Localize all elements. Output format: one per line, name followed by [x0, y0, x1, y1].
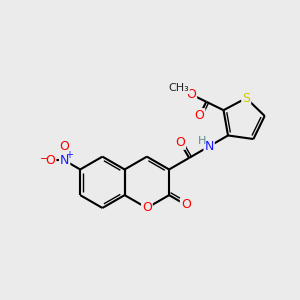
Text: O: O: [46, 154, 56, 167]
Text: N: N: [60, 154, 69, 167]
Text: O: O: [195, 109, 204, 122]
Text: +: +: [65, 150, 73, 160]
Text: N: N: [204, 140, 214, 153]
Text: H: H: [198, 136, 206, 146]
Text: O: O: [60, 140, 70, 153]
Text: O: O: [186, 88, 196, 101]
Text: S: S: [242, 92, 250, 105]
Text: O: O: [175, 136, 185, 149]
Text: O: O: [142, 202, 152, 214]
Text: −: −: [39, 154, 49, 164]
Text: O: O: [181, 198, 191, 211]
Text: CH₃: CH₃: [168, 83, 189, 93]
